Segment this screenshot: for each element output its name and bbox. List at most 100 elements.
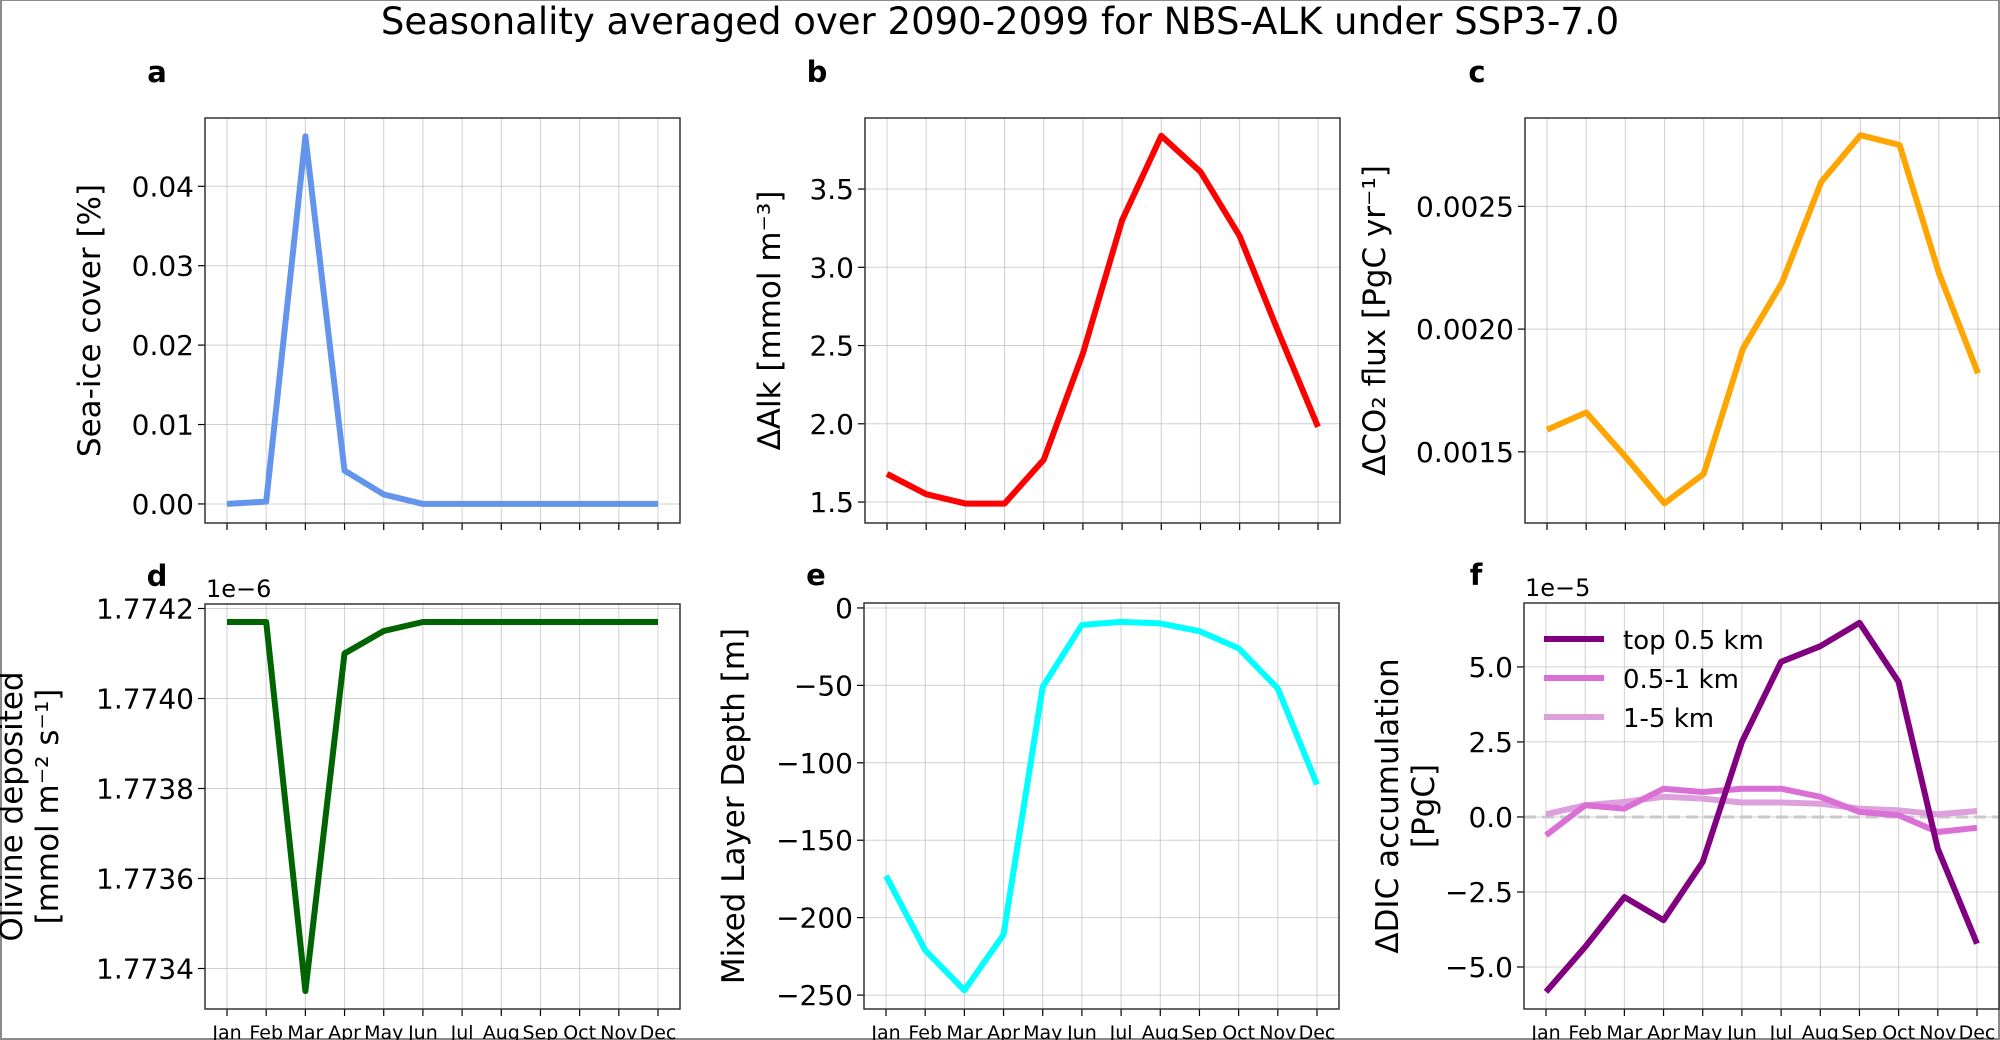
y-axis-label: Olivine deposited (0, 671, 30, 941)
y-axis-label: Mixed Layer Depth [m] (716, 628, 752, 984)
series-line--co2-flux (1545, 132, 1981, 507)
x-tick-label: May (364, 1022, 403, 1040)
series-line-1-5-km (1545, 793, 1978, 818)
figure-title: Seasonality averaged over 2090-2099 for … (380, 0, 1620, 43)
x-tick-label: Jan (1530, 1022, 1560, 1040)
x-tick-label: Aug (1142, 1022, 1179, 1040)
panel-label: c (1468, 55, 1485, 89)
y-axis-label: ΔDIC accumulation (1370, 658, 1406, 953)
series-line-0-5-1-km (1544, 785, 1978, 838)
y-axis-label: [mmol m⁻² s⁻¹] (30, 689, 66, 925)
x-tick-label: Dec (1959, 1022, 1996, 1040)
x-tick-label: Jun (407, 1022, 438, 1040)
x-tick-label: Oct (563, 1022, 596, 1040)
y-axis-label: ΔAlk [mmol m⁻³] (752, 191, 788, 451)
y-tick-label: 0.00 (132, 488, 194, 521)
axes-frame (204, 117, 681, 524)
x-tick-label: Feb (249, 1022, 283, 1040)
y-tick-label: 5.0 (1468, 651, 1513, 684)
panel-b: 1.5 2.0 2.5 3.0 3.5 b ΔAlk [mmol m⁻³] (752, 55, 1341, 530)
plot-area (205, 604, 680, 1009)
series-line-mixed-layer-depth (883, 618, 1320, 994)
y-axis-label: ΔCO₂ flux [PgC yr⁻¹] (1357, 165, 1393, 476)
legend: top 0.5 km 0.5-1 km 1-5 km (1544, 626, 1764, 734)
x-tick-label: Mar (1606, 1022, 1642, 1040)
x-tick-label: May (1023, 1022, 1062, 1040)
y-tick-label: 2.0 (809, 408, 854, 441)
y-tick-label: 0.0 (1468, 801, 1513, 834)
y-tick-label: 0.01 (132, 409, 194, 442)
x-tick-label: Jan (870, 1022, 900, 1040)
y-tick-label: −250 (776, 979, 853, 1012)
axes-frame (864, 117, 1341, 524)
y-tick-label: 1.7738 (96, 773, 194, 806)
y-tick-label: 0 (835, 592, 853, 625)
x-tick-label: May (1683, 1022, 1722, 1040)
x-tick-label: Dec (1299, 1022, 1336, 1040)
x-tick-label: Oct (1222, 1022, 1255, 1040)
y-tick-label: 1.7742 (96, 593, 194, 626)
y-tick-label: −5.0 (1445, 951, 1513, 984)
panel-label: f (1470, 558, 1483, 592)
y-tick-label: 0.0015 (1416, 436, 1514, 469)
panel-label: a (147, 55, 167, 89)
x-tick-label: Nov (1919, 1022, 1956, 1040)
y-tick-label: −150 (776, 824, 853, 857)
y-tick-label: 1.5 (809, 486, 854, 519)
x-tick-label: Sep (1182, 1022, 1218, 1040)
panel-label: d (147, 559, 168, 593)
y-tick-label: 0.03 (132, 250, 194, 283)
panel-label: e (806, 558, 826, 592)
x-tick-label: Apr (1647, 1022, 1680, 1040)
legend-label: top 0.5 km (1623, 626, 1764, 656)
y-tick-label: 0.02 (132, 329, 194, 362)
x-tick-label: Jun (1726, 1022, 1757, 1040)
y-tick-label: 2.5 (1468, 726, 1513, 759)
panel-f: Jan Feb Mar Apr May Jun Jul Aug Sep Oct Nov Dec −5.0… (1370, 558, 2000, 1040)
plot-area (864, 603, 1339, 1009)
legend-label: 1-5 km (1623, 704, 1714, 734)
y-tick-label: 1.7736 (96, 863, 194, 896)
y-tick-label: 2.5 (809, 330, 854, 363)
x-tick-label: Sep (1842, 1022, 1878, 1040)
x-tick-label: Mar (946, 1022, 982, 1040)
axes-frame (1523, 602, 2000, 1010)
panel-c: 0.0015 0.0020 0.0025 c ΔCO₂ flux [PgC yr⁻¹] (1357, 55, 2000, 530)
y-tick-label: −200 (776, 902, 853, 935)
axis-offset-text: 1e−6 (206, 575, 271, 603)
y-tick-label: 0.0020 (1416, 313, 1514, 346)
x-tick-label: Jul (450, 1022, 474, 1040)
x-tick-label: Jul (1109, 1022, 1133, 1040)
y-axis-label: Sea-ice cover [%] (72, 184, 108, 457)
x-tick-label: Oct (1882, 1022, 1915, 1040)
x-tick-label: Apr (987, 1022, 1020, 1040)
x-tick-label: Nov (1259, 1022, 1296, 1040)
plot-area (865, 118, 1340, 523)
axis-offset-text: 1e−5 (1525, 574, 1590, 602)
series-line-olivine-deposited (227, 619, 658, 994)
axes-frame (204, 603, 681, 1010)
legend-label: 0.5-1 km (1623, 665, 1739, 695)
x-tick-label: Nov (600, 1022, 637, 1040)
series-line--alk (885, 132, 1321, 507)
axes-frame (863, 602, 1340, 1010)
x-tick-label: Dec (640, 1022, 677, 1040)
panel-d: Jan Feb Mar Apr May Jun Jul Aug Sep Oct Nov Dec 1.77… (0, 559, 681, 1040)
x-tick-label: Apr (328, 1022, 361, 1040)
x-tick-label: Aug (1802, 1022, 1839, 1040)
y-tick-label: −2.5 (1445, 876, 1513, 909)
series-line-top-0-5-km (1543, 619, 1980, 994)
x-tick-label: Feb (908, 1022, 942, 1040)
panel-label: b (807, 55, 828, 89)
x-tick-label: Jun (1066, 1022, 1097, 1040)
panel-a: 0.00 0.01 0.02 0.03 0.04 a Sea-ice cover [%] (72, 55, 681, 530)
y-tick-label: −100 (776, 747, 853, 780)
axes-frame (1524, 117, 2000, 524)
series-line-sea-ice-cover (226, 133, 658, 507)
y-tick-label: 0.04 (132, 170, 194, 203)
x-tick-label: Jul (1769, 1022, 1793, 1040)
x-tick-label: Mar (287, 1022, 323, 1040)
panel-e: Jan Feb Mar Apr May Jun Jul Aug Sep Oct Nov Dec −250… (716, 558, 1340, 1040)
y-tick-label: 1.7740 (96, 683, 194, 716)
